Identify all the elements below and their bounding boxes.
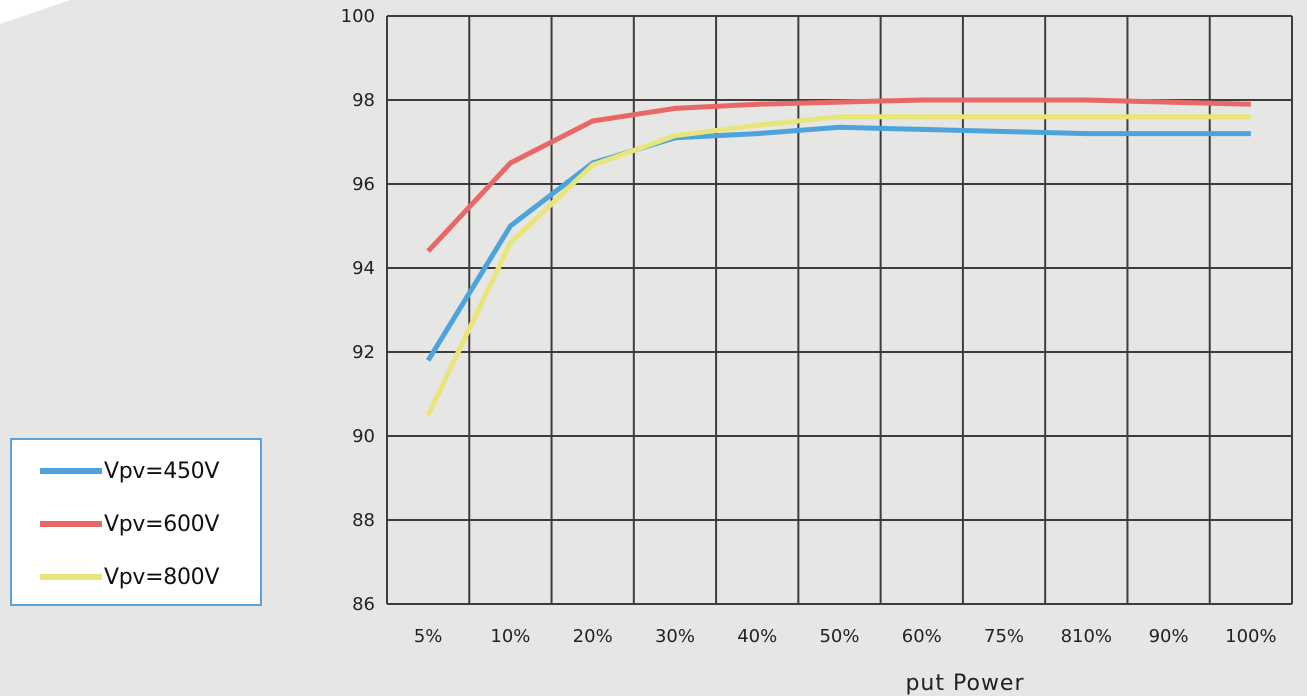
x-tick-label: 5%	[414, 626, 443, 647]
x-tick-label: 40%	[737, 626, 777, 647]
legend-swatch-450v	[40, 468, 102, 474]
legend-label-800v: Vpv=800V	[104, 564, 220, 590]
x-tick-label: 10%	[490, 626, 530, 647]
x-tick-label: 75%	[984, 626, 1024, 647]
x-tick-label: 60%	[902, 626, 942, 647]
legend-label-450v: Vpv=450V	[104, 458, 220, 484]
x-tick-label: 30%	[655, 626, 695, 647]
chart-grid	[386, 15, 1293, 605]
x-axis-ticks: 5% 10% 20% 30% 40% 50% 60% 75% 810% 90% 100%	[414, 626, 1277, 647]
series-lines	[425, 97, 1251, 417]
y-tick-label: 92	[352, 342, 375, 363]
legend-swatch-600v	[40, 521, 102, 527]
series-line-1	[426, 97, 1251, 253]
y-axis-ticks: 100 98 96 94 92 90 88 86	[341, 6, 375, 615]
x-tick-label: 20%	[573, 626, 613, 647]
x-tick-label: 50%	[819, 626, 859, 647]
series-line-2	[425, 114, 1251, 417]
y-tick-label: 94	[352, 258, 375, 279]
legend-swatch-800v	[40, 574, 102, 580]
y-tick-label: 90	[352, 426, 375, 447]
legend-item-600v: Vpv=600V	[40, 504, 219, 544]
series-line-0	[426, 124, 1251, 362]
y-tick-label: 88	[352, 510, 375, 531]
y-tick-label: 98	[352, 90, 375, 111]
legend-item-450v: Vpv=450V	[40, 451, 219, 491]
y-tick-label: 86	[352, 594, 375, 615]
legend-label-600v: Vpv=600V	[104, 511, 220, 537]
chart-legend: Vpv=450V Vpv=600V Vpv=800V	[10, 438, 262, 606]
page-corner-decoration	[0, 0, 70, 24]
y-tick-label: 96	[352, 174, 375, 195]
y-tick-label: 100	[341, 6, 375, 27]
x-tick-label: 810%	[1061, 626, 1112, 647]
x-axis-label: put Power	[905, 671, 1024, 696]
x-tick-label: 90%	[1149, 626, 1189, 647]
legend-item-800v: Vpv=800V	[40, 557, 219, 597]
x-tick-label: 100%	[1225, 626, 1276, 647]
